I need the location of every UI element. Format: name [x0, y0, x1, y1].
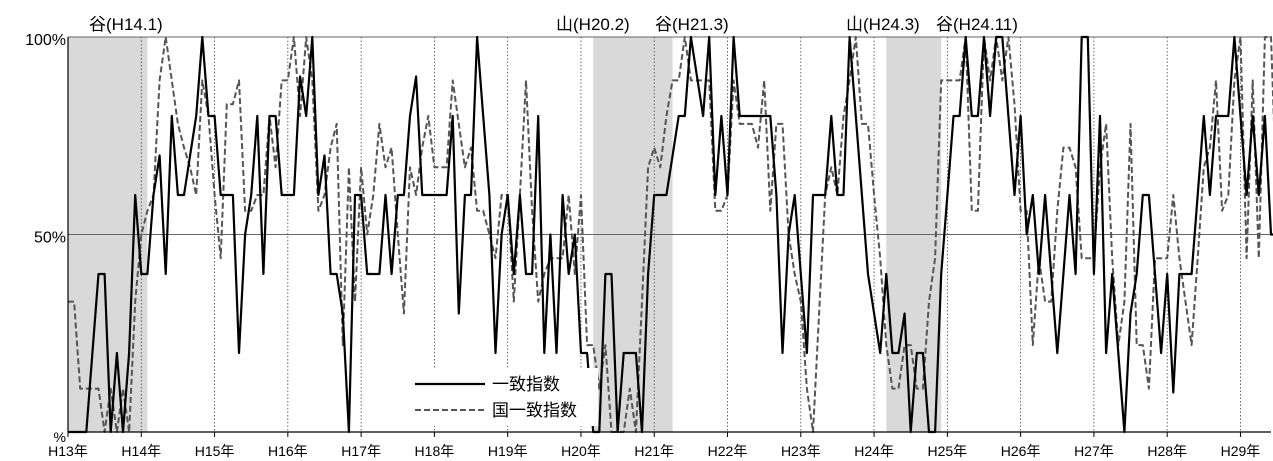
x-tick-label-13: H26年	[1001, 443, 1041, 459]
legend: 一致指数 国一致指数	[408, 368, 598, 426]
x-tick-label-14: H27年	[1074, 443, 1114, 459]
x-tick-label-1: H14年	[121, 443, 161, 459]
annotation-trough-h21-3: 谷(H21.3)	[655, 15, 729, 34]
x-tick-label-15: H28年	[1147, 443, 1187, 459]
x-tick-label-10: H23年	[781, 443, 821, 459]
x-tick-label-12: H25年	[928, 443, 968, 459]
x-tick-labels: H13年 H14年 H15年 H16年 H17年 H18年 H19年 H20年 H21年 H22年…	[48, 443, 1260, 459]
x-tick-label-9: H22年	[708, 443, 748, 459]
y-tick-label-2: 100%	[25, 32, 66, 49]
x-tick-label-6: H19年	[488, 443, 528, 459]
x-tick-label-4: H17年	[341, 443, 381, 459]
legend-label-series-1: 一致指数	[492, 375, 560, 394]
legend-label-series-2: 国一致指数	[492, 401, 577, 420]
axes	[67, 37, 1271, 437]
x-tick-label-2: H15年	[195, 443, 235, 459]
annotation-peak-h20-2: 山(H20.2)	[556, 15, 630, 34]
x-tick-label-8: H21年	[634, 443, 674, 459]
x-tick-label-16: H29年	[1221, 443, 1261, 459]
annotation-peak-h24-3: 山(H24.3)	[846, 15, 920, 34]
x-tick-label-0: H13年	[48, 443, 88, 459]
y-tick-labels: % 50% 100%	[25, 32, 66, 445]
x-tick-label-3: H16年	[268, 443, 308, 459]
x-tick-label-11: H24年	[854, 443, 894, 459]
x-tick-label-5: H18年	[415, 443, 455, 459]
y-tick-label-1: 50%	[34, 230, 66, 247]
annotation-trough-h14-1: 谷(H14.1)	[89, 15, 163, 34]
annotation-trough-h24-11: 谷(H24.11)	[936, 15, 1018, 34]
y-tick-label-0: %	[54, 429, 66, 445]
series-line-coincident-index	[68, 35, 1273, 434]
legend-background	[408, 368, 598, 426]
x-tick-label-7: H20年	[561, 443, 601, 459]
series-layer	[68, 35, 1273, 434]
grid-lines	[68, 36, 1271, 432]
